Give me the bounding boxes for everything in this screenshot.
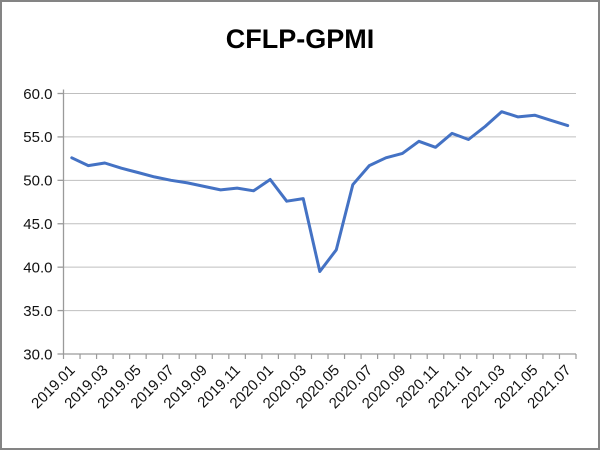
y-tick-label: 30.0: [23, 346, 52, 363]
series-line-cflp-gpmi: [70, 110, 570, 273]
y-tick-label: 35.0: [23, 303, 52, 320]
y-tick-label: 45.0: [23, 216, 52, 233]
y-tick-label: 55.0: [23, 129, 52, 146]
y-tick-label: 50.0: [23, 173, 52, 190]
chart-title: CFLP-GPMI: [225, 24, 375, 54]
y-tick-label: 60.0: [23, 86, 52, 103]
y-tick-label: 40.0: [23, 259, 52, 276]
